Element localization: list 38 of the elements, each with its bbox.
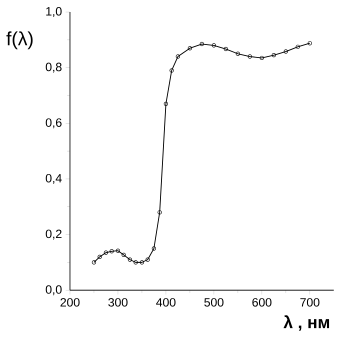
x-tick-label: 300 <box>108 298 128 307</box>
point <box>200 42 204 46</box>
point <box>164 102 168 106</box>
point <box>248 54 252 59</box>
x-tick-label: 200 <box>60 298 80 307</box>
point <box>116 248 120 253</box>
point <box>170 68 174 73</box>
point <box>260 56 264 60</box>
point <box>104 250 108 255</box>
point <box>284 49 288 54</box>
point <box>128 257 132 262</box>
point <box>122 252 126 257</box>
x-tick-label: 500 <box>204 298 224 307</box>
x-tick-label: 600 <box>252 298 272 307</box>
point <box>152 246 156 251</box>
y-tick-label: 1,0 <box>46 7 62 17</box>
point <box>158 210 162 214</box>
x-tick-label: 700 <box>300 298 320 307</box>
point <box>188 46 192 50</box>
point <box>140 260 144 264</box>
point <box>146 257 150 262</box>
x-axis-title: λ , нм <box>283 315 330 331</box>
y-axis-title: f(λ) <box>6 31 33 50</box>
y-tick-label: 0,6 <box>46 118 62 128</box>
point <box>236 52 240 56</box>
y-tick-label: 0,8 <box>46 62 62 73</box>
point <box>110 249 114 254</box>
y-tick-label: 0,0 <box>46 285 62 296</box>
point <box>296 44 300 49</box>
y-tick-label: 0,4 <box>46 174 62 184</box>
point <box>98 254 102 259</box>
point <box>176 54 180 59</box>
y-tick-label: 0,2 <box>46 230 62 240</box>
x-tick-label: 400 <box>156 298 176 307</box>
point <box>212 43 216 48</box>
point <box>224 46 228 52</box>
point <box>134 260 138 264</box>
point <box>272 52 276 58</box>
